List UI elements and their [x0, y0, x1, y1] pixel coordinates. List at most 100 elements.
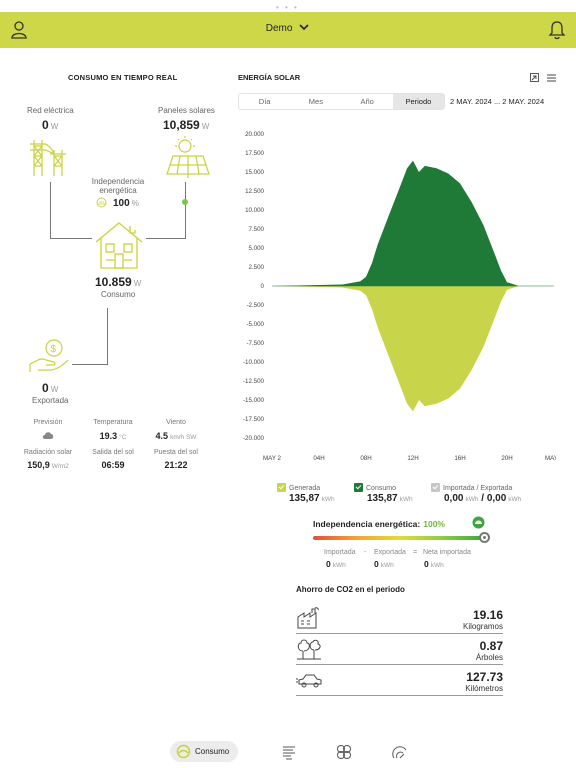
y-tick-label: -17.500	[243, 416, 265, 423]
date-to: 2 MAY. 2024	[502, 97, 545, 106]
exported-label: Exportada	[374, 549, 406, 556]
y-tick-label: 5.000	[249, 245, 265, 252]
y-tick-label: 2.500	[249, 264, 265, 271]
net-imported-label: Neta importada	[423, 549, 471, 556]
bell-icon[interactable]	[548, 20, 566, 40]
sunrise-value: 06:59	[101, 460, 125, 470]
solar-label: Paneles solares	[158, 106, 215, 115]
consumption-total-value: 135,87 kWh	[367, 493, 413, 504]
independence-gradient-bar	[313, 536, 485, 540]
date-from: 2 MAY. 2024	[450, 97, 492, 106]
consumption-nav-icon	[176, 744, 191, 759]
period-tabs: Día Mes Año Periodo	[238, 93, 445, 110]
chevron-down-icon	[299, 24, 309, 31]
sunset-label: Puesta del sol	[154, 449, 198, 456]
realtime-title: CONSUMO EN TIEMPO REAL	[68, 73, 178, 82]
generated-value: 135,87 kWh	[289, 493, 335, 504]
menu-icon[interactable]	[547, 74, 556, 82]
y-tick-label: 12.500	[245, 188, 264, 195]
grid-label: Red eléctrica	[27, 106, 74, 115]
drag-handle: • • •	[276, 3, 299, 12]
forecast-label: Previsión	[33, 419, 63, 426]
export-connector	[107, 308, 108, 365]
x-tick-label: 12H	[407, 455, 418, 462]
solar-connector	[185, 182, 186, 239]
gauge-nav-icon[interactable]	[392, 744, 408, 760]
radiation-label: Radiación solar	[23, 449, 73, 456]
date-separator: ...	[493, 97, 501, 106]
legend-generated[interactable]: Generada	[277, 483, 320, 492]
power-pylon-icon	[30, 140, 66, 176]
tab-month[interactable]: Mes	[308, 97, 323, 106]
y-tick-label: 0	[261, 283, 265, 290]
x-tick-label: 08H	[360, 455, 371, 462]
legend-import-export[interactable]: Importada / Exportada	[431, 483, 512, 492]
x-tick-label: 20H	[501, 455, 512, 462]
house-icon	[95, 222, 143, 269]
co2-row-kg: 19.16 Kilogramos	[296, 604, 503, 634]
y-tick-label: 15.000	[245, 169, 264, 176]
top-bar: Demo	[0, 12, 576, 48]
co2-row-trees: 0.87 Árboles	[296, 635, 503, 665]
site-name: Demo	[265, 23, 293, 34]
independence-label: Independencia energética	[91, 177, 145, 195]
co2-title: Ahorro de CO2 en el periodo	[296, 585, 405, 594]
trees-icon	[297, 639, 321, 660]
independence-bar-label: Independencia energética: 100%	[313, 519, 445, 529]
cloud-icon	[42, 432, 54, 439]
legend-consumption[interactable]: Consumo	[354, 483, 396, 492]
nav-consumption[interactable]: Consumo	[170, 741, 238, 762]
nav-consumption-label: Consumo	[195, 747, 230, 756]
separator-minus: -	[364, 549, 367, 556]
solar-value: 10,859 W	[163, 118, 210, 132]
tab-period[interactable]: Periodo	[392, 94, 444, 109]
date-range[interactable]: 2 MAY. 2024 ... 2 MAY. 2024	[450, 97, 544, 106]
solar-connector-h	[146, 238, 186, 239]
wind-value: 4.5 km/h SW	[155, 431, 197, 441]
grid-connector-h	[50, 238, 92, 239]
y-tick-label: 7.500	[249, 226, 265, 233]
y-tick-label: 20.000	[245, 131, 264, 138]
independence-slider-knob	[479, 532, 490, 543]
x-tick-label: 04H	[313, 455, 324, 462]
flow-dot	[182, 199, 188, 205]
sunrise-label: Salida del sol	[92, 449, 134, 456]
devices-nav-icon[interactable]	[336, 744, 352, 760]
expand-icon[interactable]	[530, 73, 539, 82]
import-export-value: 0,00 kWh / 0,00 kWh	[444, 493, 522, 504]
separator-equals: =	[413, 549, 418, 556]
car-icon	[296, 674, 322, 688]
checkbox-icon	[354, 483, 363, 492]
co2-kg-unit: Kilogramos	[462, 622, 503, 631]
solar-panel-icon	[166, 136, 210, 178]
x-tick-label: MAY 2	[263, 455, 282, 462]
tab-day[interactable]: Día	[258, 97, 271, 106]
y-tick-label: -12.500	[243, 378, 265, 385]
site-selector[interactable]: Demo	[0, 22, 576, 34]
x-tick-label: 16H	[454, 455, 465, 462]
imported-value: 0 kWh	[326, 559, 346, 569]
temperature-label: Temperatura	[93, 419, 133, 426]
y-tick-label: -20.000	[243, 435, 265, 442]
temperature-value: 19.3 °C	[99, 431, 127, 441]
export-connector-h	[72, 364, 108, 365]
co2-km-unit: Kilómetros	[465, 684, 503, 693]
solar-chart: 20.000 17.500 15.000 12.500 10.000 7.500 5.000…	[243, 131, 556, 462]
co2-trees-value: 0.87	[479, 639, 503, 653]
tab-year[interactable]: Año	[360, 97, 374, 106]
consumption-label: Consumo	[101, 290, 136, 299]
y-tick-label: -7.500	[246, 340, 264, 347]
independence-value: 100%	[113, 198, 139, 209]
y-axis-ticks: 20.000 17.500 15.000 12.500 10.000 7.500 5.000…	[243, 131, 265, 442]
user-icon[interactable]	[10, 20, 28, 40]
grid-connector	[50, 182, 51, 239]
list-nav-icon[interactable]	[281, 744, 297, 760]
y-tick-label: 10.000	[245, 207, 264, 214]
independence-icon	[96, 197, 107, 208]
y-tick-label: 17.500	[245, 150, 264, 157]
wind-label: Viento	[166, 419, 186, 426]
y-tick-label: -15.000	[243, 397, 265, 404]
consumption-value: 10.859 W	[95, 275, 142, 289]
